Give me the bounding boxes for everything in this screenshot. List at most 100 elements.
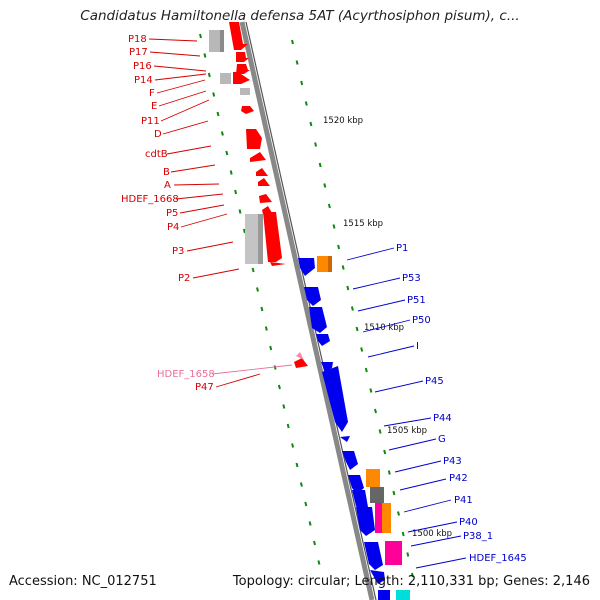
tick-mark bbox=[337, 244, 341, 250]
leader-line bbox=[173, 183, 220, 186]
accession-text: Accession: NC_012751 bbox=[9, 574, 157, 589]
gene-label[interactable]: P45 bbox=[425, 376, 444, 387]
leader-line bbox=[148, 38, 198, 42]
gene-label[interactable]: I bbox=[416, 341, 419, 352]
gene-label-faded[interactable]: HDEF_1658 bbox=[157, 369, 215, 380]
tick-mark bbox=[220, 131, 224, 136]
gene-red bbox=[229, 22, 248, 50]
gene-label[interactable]: P40 bbox=[459, 517, 478, 528]
gene-label[interactable]: P1 bbox=[396, 243, 408, 254]
genome-backbone bbox=[239, 21, 375, 600]
leader-line bbox=[166, 145, 212, 155]
gene-label[interactable]: P4 bbox=[167, 222, 179, 233]
gene-label[interactable]: P16 bbox=[133, 61, 152, 72]
leader-line bbox=[170, 164, 216, 173]
gene-red bbox=[263, 212, 282, 262]
tick-mark bbox=[318, 162, 322, 168]
tick-mark bbox=[212, 92, 216, 97]
tick-mark bbox=[282, 404, 286, 409]
gene-label[interactable]: B bbox=[163, 167, 170, 178]
leader-line bbox=[215, 373, 261, 388]
tick-mark bbox=[264, 326, 268, 331]
gene-gray bbox=[240, 88, 250, 95]
gene-label[interactable]: P17 bbox=[129, 47, 148, 58]
gene-label[interactable]: D bbox=[154, 129, 162, 140]
gene-blue bbox=[352, 490, 368, 512]
gene-label[interactable]: P11 bbox=[141, 116, 160, 127]
tick-mark bbox=[350, 306, 354, 311]
leader-line bbox=[153, 65, 207, 72]
gene-red bbox=[236, 64, 250, 74]
gene-label[interactable]: P14 bbox=[134, 75, 153, 86]
gene-label[interactable]: P47 bbox=[195, 382, 214, 393]
gene-label[interactable]: F bbox=[149, 88, 155, 99]
tick-mark bbox=[295, 60, 299, 65]
tick-mark bbox=[378, 429, 382, 434]
leader-line bbox=[192, 268, 240, 279]
leader-line bbox=[149, 51, 201, 57]
gene-label[interactable]: P5 bbox=[166, 208, 178, 219]
tick-mark bbox=[332, 224, 336, 229]
right-gene-track bbox=[298, 256, 410, 600]
gene-label[interactable]: E bbox=[151, 101, 157, 112]
tick-marks bbox=[199, 33, 414, 578]
gene-label[interactable]: P3 bbox=[172, 246, 184, 257]
tick-mark bbox=[406, 552, 410, 557]
tick-mark bbox=[369, 388, 373, 393]
gene-red bbox=[241, 106, 254, 114]
tick-mark bbox=[410, 572, 414, 578]
tick-mark bbox=[341, 265, 345, 270]
gene-magenta bbox=[385, 541, 402, 565]
tick-mark bbox=[277, 384, 281, 390]
gene-label[interactable]: P18 bbox=[128, 34, 147, 45]
gene-blue bbox=[340, 436, 350, 442]
kbp-label: 1510 kbp bbox=[364, 323, 404, 333]
tick-mark bbox=[238, 209, 242, 214]
gene-label[interactable]: HDEF_1668 bbox=[121, 194, 179, 205]
gene-label[interactable]: P43 bbox=[443, 456, 462, 467]
tick-mark bbox=[300, 80, 304, 86]
gene-label[interactable]: P53 bbox=[402, 273, 421, 284]
gene-label[interactable]: P51 bbox=[407, 295, 426, 306]
gene-label[interactable]: P42 bbox=[449, 473, 468, 484]
gene-orange-shade bbox=[328, 256, 332, 272]
tick-mark bbox=[199, 33, 202, 39]
tick-mark bbox=[309, 121, 313, 127]
gene-label[interactable]: cdtB bbox=[145, 149, 168, 160]
tick-mark bbox=[383, 449, 387, 455]
gene-gray-shade bbox=[258, 214, 263, 264]
tick-mark bbox=[313, 540, 316, 546]
tick-mark bbox=[364, 367, 368, 373]
gene-orange bbox=[382, 503, 391, 533]
gene-red bbox=[294, 358, 308, 368]
gene-label[interactable]: P41 bbox=[454, 495, 473, 506]
leader-line bbox=[156, 79, 206, 94]
gene-blue bbox=[348, 475, 364, 494]
gene-label[interactable]: A bbox=[164, 180, 171, 191]
gene-red bbox=[241, 74, 250, 84]
gene-label[interactable]: G bbox=[438, 434, 446, 445]
gene-gray bbox=[209, 30, 223, 52]
tick-mark bbox=[225, 150, 229, 156]
gene-label[interactable]: P44 bbox=[433, 413, 452, 424]
gene-label[interactable]: P2 bbox=[178, 273, 190, 284]
gene-blue bbox=[321, 362, 333, 372]
tick-mark bbox=[242, 228, 246, 234]
tick-mark bbox=[234, 189, 238, 195]
gene-label[interactable]: P50 bbox=[412, 315, 431, 326]
gene-cyan bbox=[396, 590, 410, 600]
tick-mark bbox=[216, 111, 220, 117]
gene-label[interactable]: HDEF_1645 bbox=[469, 553, 527, 564]
leader-line bbox=[186, 241, 234, 252]
tick-mark bbox=[260, 306, 264, 312]
gene-label[interactable]: P38_1 bbox=[463, 531, 493, 542]
tick-mark bbox=[397, 511, 400, 516]
gene-gray bbox=[220, 73, 231, 84]
leader-line bbox=[394, 460, 442, 473]
gene-blue bbox=[316, 334, 330, 346]
tick-mark bbox=[374, 408, 377, 414]
right-labels: P1 P53 P51 P50 I P45 P44 G P43 P42 P41 P… bbox=[346, 243, 527, 569]
tick-mark bbox=[314, 142, 318, 147]
tick-mark bbox=[304, 101, 308, 106]
leader-line bbox=[367, 345, 415, 358]
